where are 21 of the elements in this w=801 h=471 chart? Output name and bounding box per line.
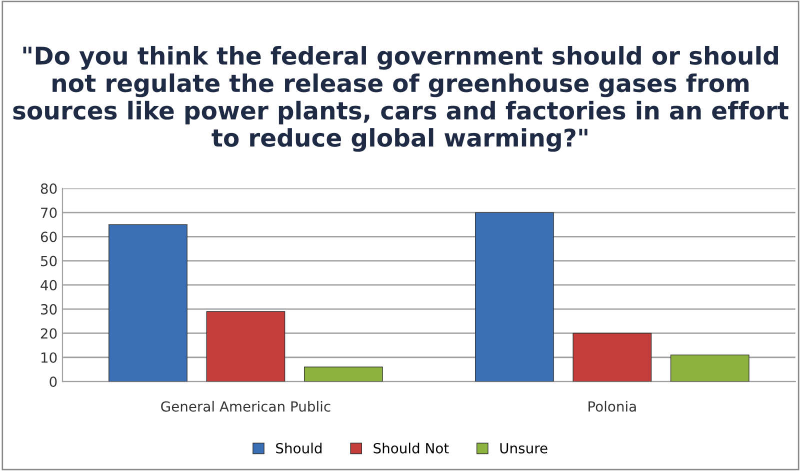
bar [206, 311, 286, 382]
chart-title: "Do you think the federal government should or should not regulate the release of greenhouse gases from sources like power plants, cars and factories in an effort to reduce global warming?" [13, 46, 788, 152]
legend-label: Should [276, 442, 322, 454]
bar [475, 212, 554, 382]
bar [108, 224, 188, 382]
y-tick-label: 40 [40, 280, 57, 290]
y-tick-label: 10 [41, 352, 57, 363]
x-tick-label: Polonia [588, 400, 636, 412]
y-tick-label: 70 [41, 208, 57, 218]
legend-label: Should Not [374, 442, 449, 454]
y-tick-label: 20 [40, 328, 57, 339]
bar [304, 366, 383, 382]
y-tick-label: 80 [40, 183, 57, 194]
bar [572, 332, 652, 382]
y-tick-label: 60 [40, 232, 57, 242]
legend-label: Unsure [500, 443, 548, 454]
x-tick-label: General American Public [161, 400, 330, 412]
y-tick-label: 30 [41, 304, 57, 315]
y-tick-label: 50 [41, 256, 57, 266]
y-tick-label: 0 [50, 376, 57, 387]
bar [670, 354, 750, 382]
